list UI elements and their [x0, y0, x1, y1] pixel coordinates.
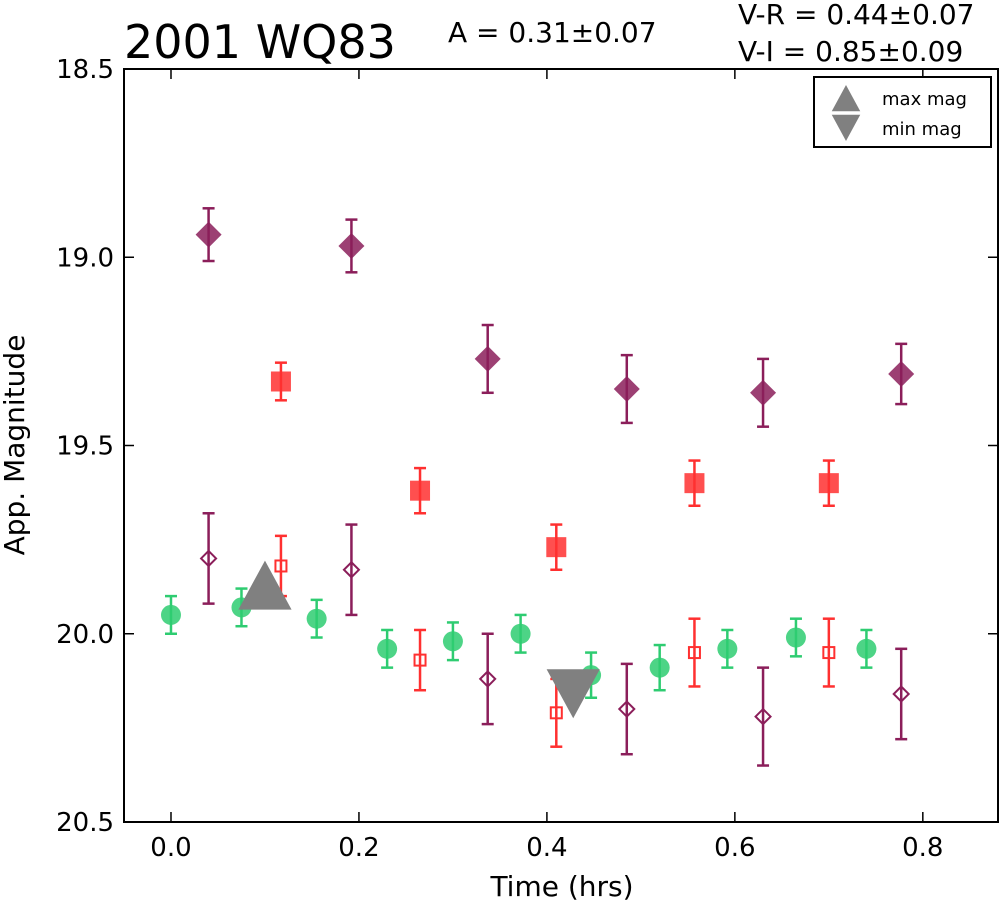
filled-circle-point [856, 638, 877, 659]
filled-circle-point [442, 631, 463, 652]
open-square-point [274, 559, 288, 573]
filled-circle-point [377, 638, 398, 659]
legend-box [813, 76, 992, 148]
x-tick-label: 0.8 [902, 833, 943, 863]
amplitude-annotation: A = 0.31±0.07 [448, 16, 657, 49]
filled-circle-point [160, 604, 181, 625]
open-diamond-point [342, 560, 361, 579]
filled-diamond-point [750, 379, 777, 406]
x-axis-label: Time (hrs) [489, 870, 633, 903]
filled-circle-point [649, 657, 670, 678]
open-diamond-point [199, 549, 218, 568]
legend-min-mag-icon [831, 114, 861, 141]
open-square-point [687, 646, 701, 660]
filled-square-point [546, 537, 567, 558]
x-tick-label: 0.6 [714, 833, 755, 863]
x-tick-label: 0.2 [338, 833, 379, 863]
x-tick-label: 0.0 [150, 833, 191, 863]
open-square-point [549, 706, 563, 720]
legend-max-mag-icon [831, 85, 861, 112]
y-tick-label: 18.5 [56, 55, 114, 85]
open-square-point [413, 653, 427, 667]
filled-square-point [270, 371, 291, 392]
legend-label: min mag [882, 119, 962, 140]
legend-label: max mag [882, 89, 967, 110]
open-square-point [822, 646, 836, 660]
x-tick-label: 0.4 [526, 833, 567, 863]
y-tick-label: 19.5 [56, 432, 114, 462]
v-i-annotation: V-I = 0.85±0.09 [738, 35, 963, 68]
filled-circle-point [510, 623, 531, 644]
filled-diamond-point [338, 232, 365, 259]
open-diamond-point [754, 707, 772, 726]
open-diamond-point [892, 685, 911, 703]
v-r-annotation: V-R = 0.44±0.07 [738, 0, 974, 31]
chart-title: 2001 WQ83 [124, 15, 396, 69]
filled-circle-point [785, 627, 806, 648]
filled-circle-point [306, 608, 327, 629]
filled-diamond-point [888, 360, 915, 387]
y-tick-label: 20.5 [56, 808, 114, 838]
y-tick-label: 19.0 [56, 243, 114, 273]
y-tick-label: 20.0 [56, 620, 114, 650]
filled-diamond-point [195, 221, 222, 248]
open-diamond-point [478, 670, 497, 688]
max-mag-marker [238, 560, 292, 610]
filled-square-point [410, 480, 431, 501]
filled-square-point [818, 473, 839, 494]
filled-circle-point [717, 638, 738, 659]
filled-diamond-point [613, 376, 640, 403]
filled-diamond-point [474, 345, 501, 372]
min-mag-marker [546, 669, 600, 719]
y-axis-label: App. Magnitude [0, 335, 31, 556]
open-diamond-point [617, 700, 636, 718]
filled-square-point [684, 473, 705, 494]
